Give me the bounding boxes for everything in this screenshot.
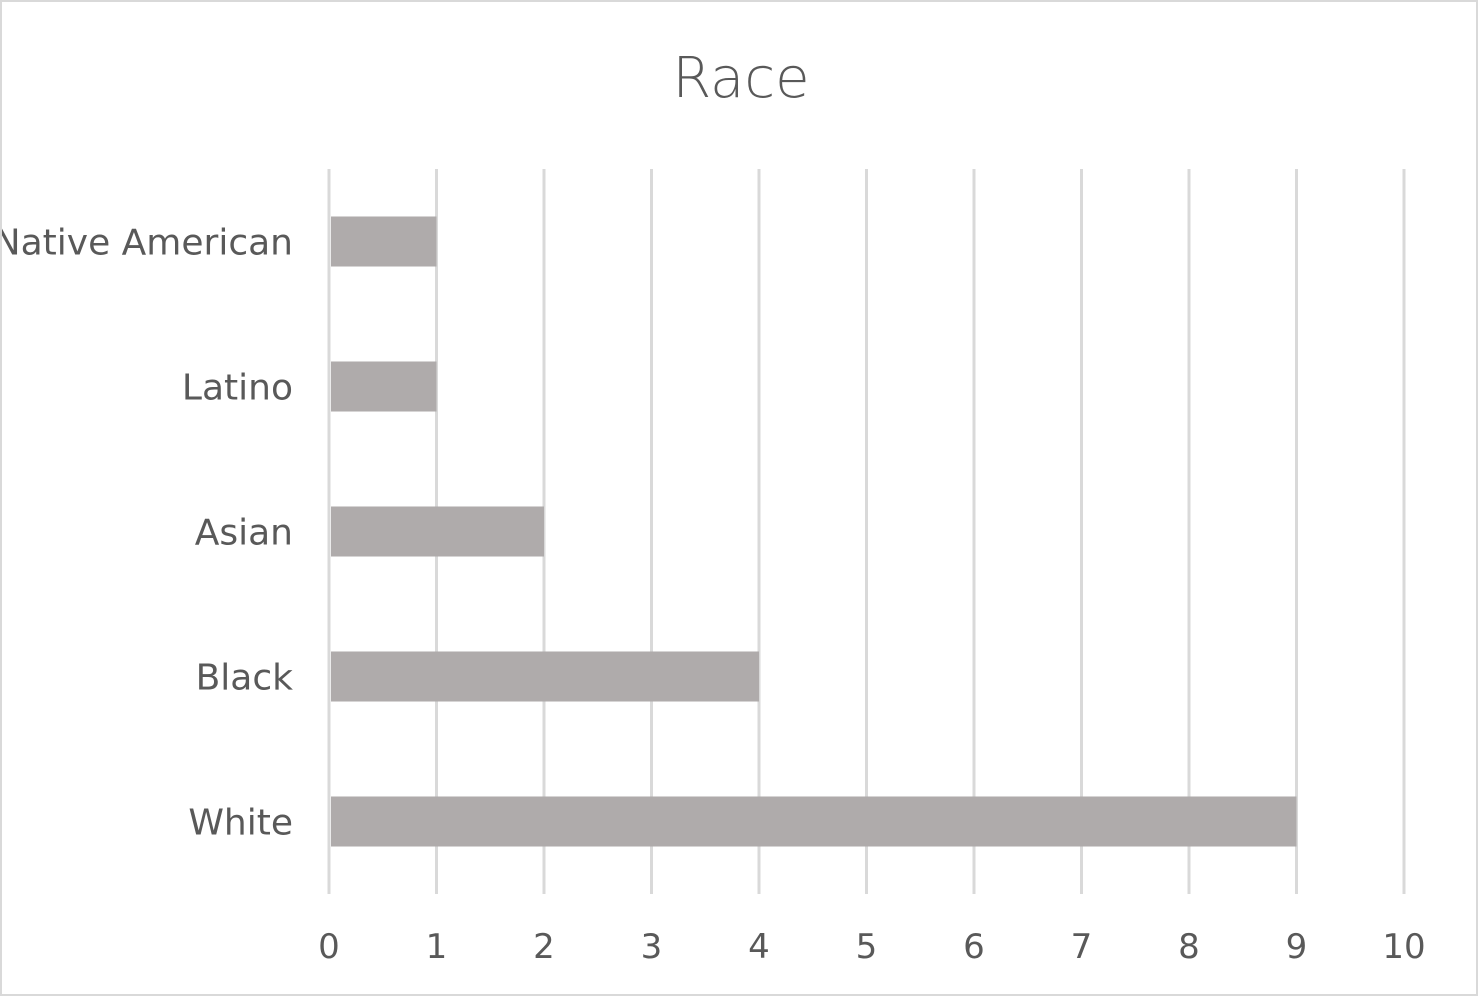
x-tick-label-10: 10 xyxy=(1382,927,1425,967)
bar-black xyxy=(331,651,759,702)
category-label-native-american: Native American xyxy=(2,223,293,264)
bar-latino xyxy=(331,361,437,412)
x-tick-label-2: 2 xyxy=(533,927,555,967)
x-tick-label-3: 3 xyxy=(641,927,663,967)
x-tick-label-5: 5 xyxy=(856,927,878,967)
category-label-asian: Asian xyxy=(195,513,293,554)
bar-asian xyxy=(331,506,544,557)
bars xyxy=(331,216,1297,847)
category-label-white: White xyxy=(188,803,293,844)
category-label-black: Black xyxy=(196,658,294,699)
x-tick-label-8: 8 xyxy=(1178,927,1200,967)
category-labels: Native American Latino Asian Black White xyxy=(2,223,293,844)
x-tick-label-9: 9 xyxy=(1286,927,1308,967)
gridlines xyxy=(327,169,1406,894)
bar-white xyxy=(331,796,1297,847)
chart-title: Race xyxy=(672,46,809,111)
x-tick-label-1: 1 xyxy=(426,927,448,967)
x-tick-label-7: 7 xyxy=(1071,927,1093,967)
x-tick-label-0: 0 xyxy=(318,927,340,967)
category-label-latino: Latino xyxy=(182,368,293,409)
bar-native-american xyxy=(331,216,437,267)
x-tick-label-4: 4 xyxy=(748,927,770,967)
x-tick-label-6: 6 xyxy=(963,927,985,967)
x-tick-labels: 0 1 2 3 4 5 6 7 8 9 10 xyxy=(318,927,1425,967)
